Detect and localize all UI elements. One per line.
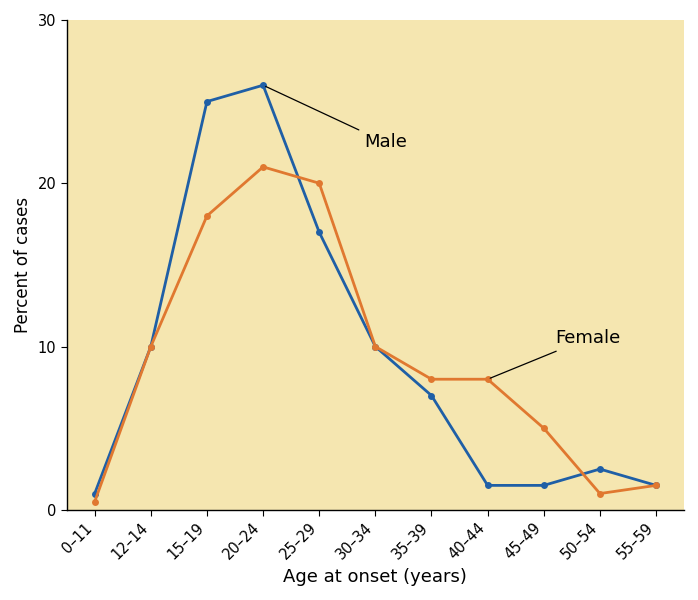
Text: Male: Male [266,86,407,151]
Text: Female: Female [490,329,621,378]
X-axis label: Age at onset (years): Age at onset (years) [283,568,467,586]
Y-axis label: Percent of cases: Percent of cases [14,197,32,333]
